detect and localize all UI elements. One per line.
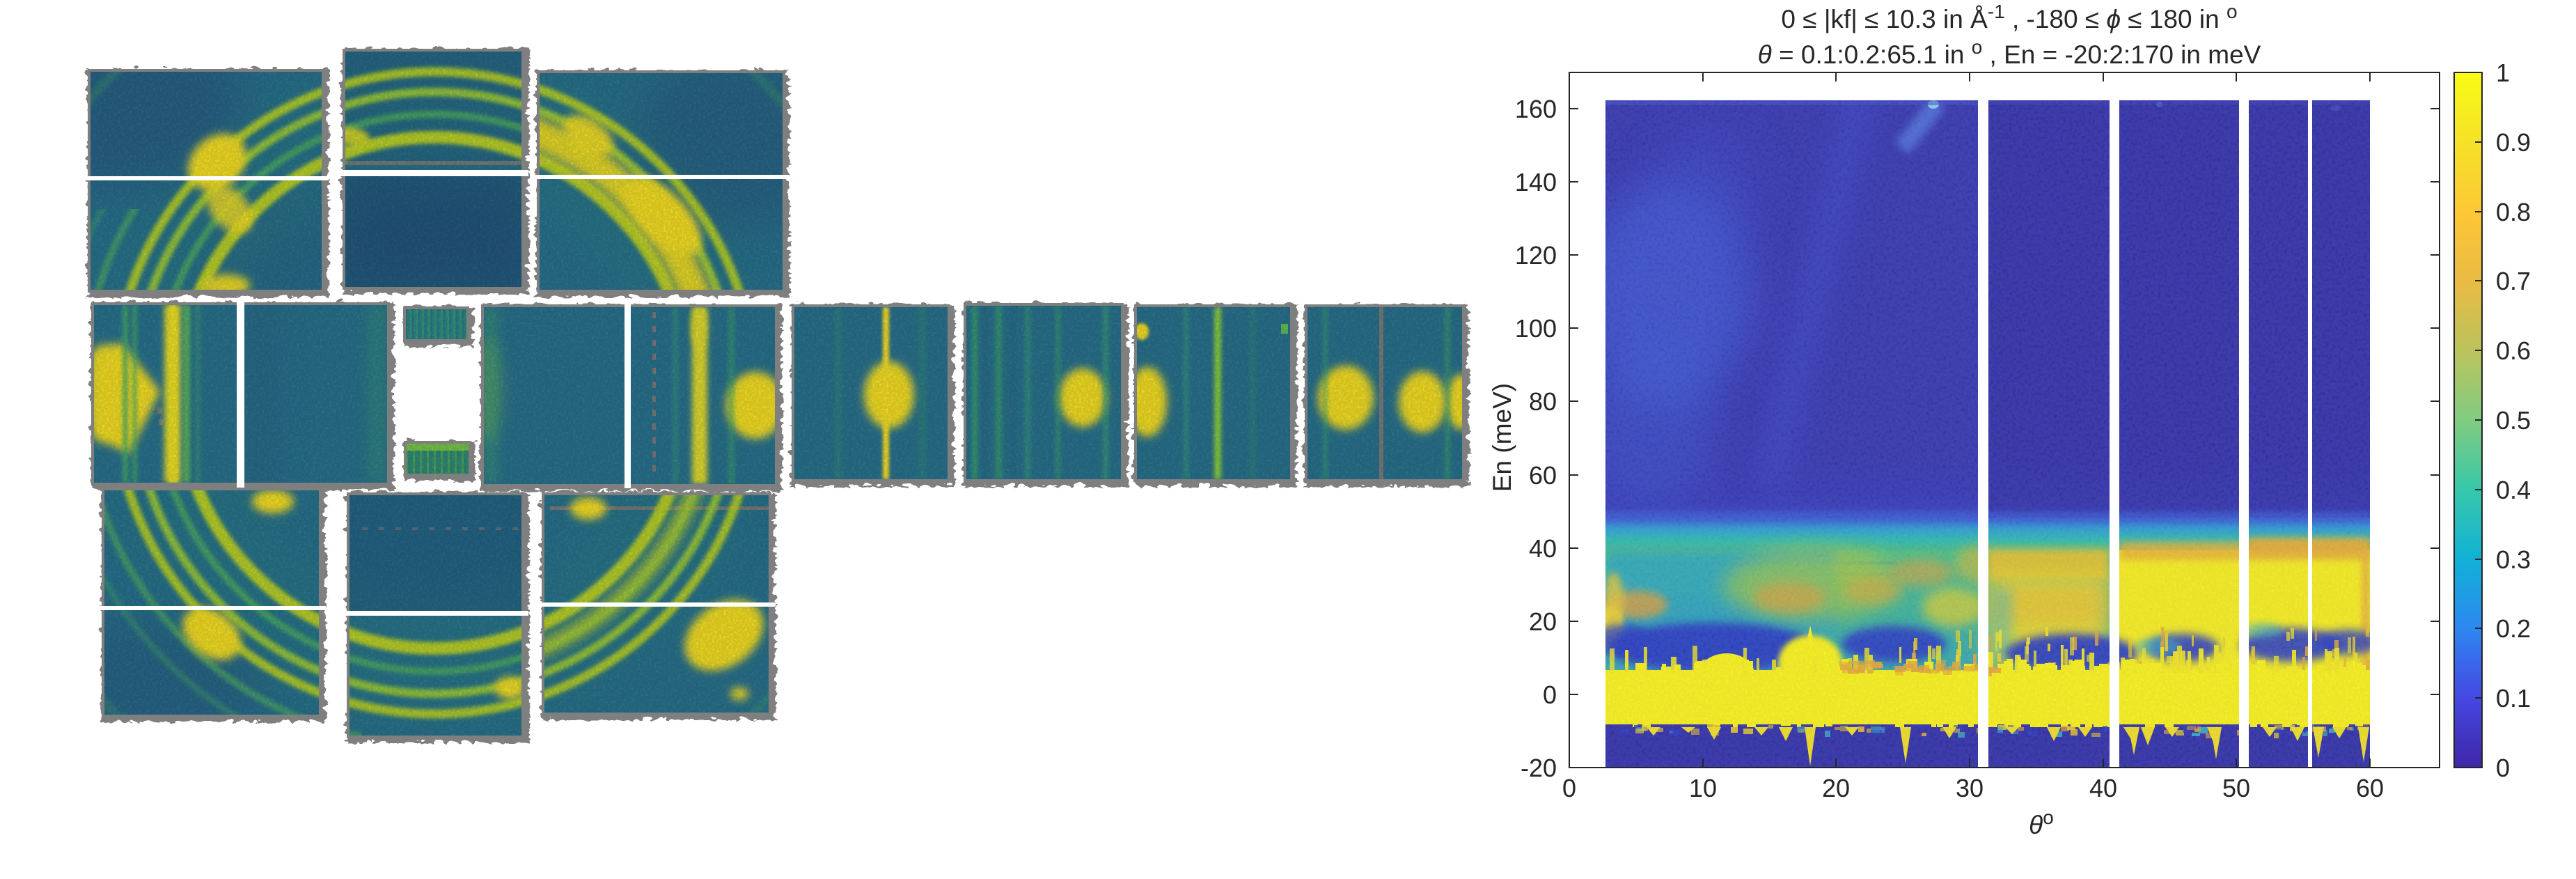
svg-text:30: 30	[1956, 774, 1984, 802]
svg-text:60: 60	[1529, 461, 1557, 490]
svg-text:0.3: 0.3	[2496, 545, 2531, 574]
svg-text:En (meV): En (meV)	[1488, 383, 1516, 492]
svg-text:0: 0	[1562, 774, 1576, 802]
svg-text:0: 0	[1543, 680, 1557, 709]
svg-text:120: 120	[1515, 241, 1557, 270]
svg-text:40: 40	[1529, 534, 1557, 563]
svg-text:-20: -20	[1521, 754, 1557, 782]
svg-text:100: 100	[1515, 314, 1557, 343]
svg-text:20: 20	[1822, 774, 1850, 802]
svg-text:0.6: 0.6	[2496, 336, 2531, 365]
svg-text:40: 40	[2089, 774, 2117, 802]
svg-text:θ = 0.1:0.2:65.1 in o , En = -: θ = 0.1:0.2:65.1 in o , En = -20:2:170 i…	[1758, 36, 2261, 69]
svg-text:0 ≤ |kf| ≤ 10.3 in Å-1 , -180: 0 ≤ |kf| ≤ 10.3 in Å-1 , -180 ≤ ϕ ≤ 180 …	[1781, 1, 2237, 33]
svg-text:60: 60	[2356, 774, 2384, 802]
svg-text:0.2: 0.2	[2496, 614, 2531, 643]
svg-text:140: 140	[1515, 168, 1557, 196]
svg-text:θo: θo	[2029, 807, 2054, 839]
svg-text:160: 160	[1515, 95, 1557, 123]
svg-text:0.7: 0.7	[2496, 267, 2531, 295]
svg-text:50: 50	[2222, 774, 2250, 802]
svg-text:0.4: 0.4	[2496, 476, 2531, 504]
svg-text:0.1: 0.1	[2496, 684, 2531, 713]
svg-text:1: 1	[2496, 59, 2510, 87]
svg-text:10: 10	[1689, 774, 1717, 802]
svg-text:80: 80	[1529, 387, 1557, 416]
svg-text:0.8: 0.8	[2496, 198, 2531, 226]
svg-text:0.5: 0.5	[2496, 406, 2531, 435]
svg-text:0.9: 0.9	[2496, 128, 2531, 157]
svg-text:20: 20	[1529, 607, 1557, 636]
svg-text:0: 0	[2496, 754, 2510, 782]
